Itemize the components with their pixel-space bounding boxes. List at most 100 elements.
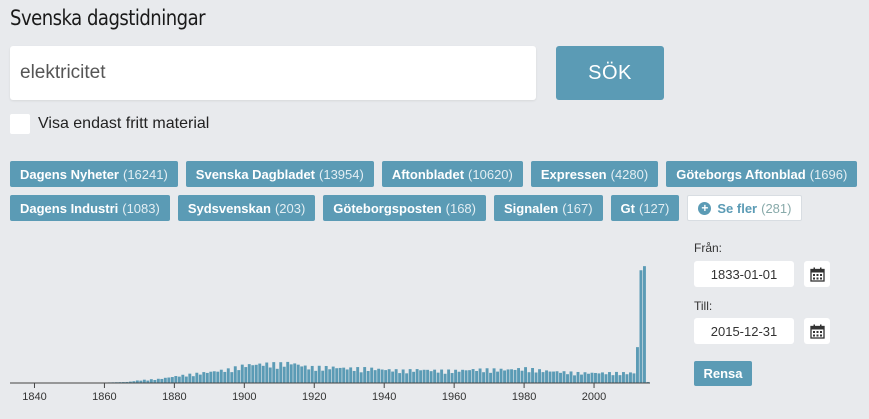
histogram-bar[interactable] [629, 372, 632, 383]
histogram-bar[interactable] [209, 371, 213, 383]
histogram-bar[interactable] [181, 374, 185, 383]
to-calendar-button[interactable] [804, 318, 830, 344]
histogram-bar[interactable] [226, 368, 230, 383]
histogram-bar[interactable] [548, 371, 552, 383]
histogram-bar[interactable] [440, 369, 444, 383]
histogram-bar[interactable] [475, 371, 479, 383]
histogram-bar[interactable] [419, 370, 423, 383]
histogram-bar[interactable] [342, 367, 346, 383]
histogram-bar[interactable] [569, 371, 573, 383]
histogram-bar[interactable] [366, 371, 370, 383]
histogram-bar[interactable] [139, 380, 143, 383]
histogram-bar[interactable] [457, 371, 461, 383]
histogram-bar[interactable] [499, 368, 503, 383]
histogram-bar[interactable] [415, 369, 419, 383]
histogram-bar[interactable] [534, 372, 538, 384]
newspaper-filter[interactable]: Göteborgs Aftonblad (1696) [666, 161, 858, 187]
histogram-bar[interactable] [212, 371, 216, 383]
histogram-bar[interactable] [307, 369, 311, 383]
histogram-bar[interactable] [328, 369, 332, 383]
histogram-bar[interactable] [265, 362, 269, 383]
histogram-bar[interactable] [573, 375, 576, 383]
histogram-bar[interactable] [174, 376, 178, 383]
histogram-bar[interactable] [384, 370, 388, 383]
newspaper-filter[interactable]: Expressen (4280) [530, 161, 659, 187]
histogram-bar[interactable] [128, 381, 132, 383]
newspaper-filter[interactable]: Dagens Nyheter (16241) [10, 161, 178, 187]
histogram-bar[interactable] [541, 372, 545, 383]
histogram-bar[interactable] [531, 368, 534, 383]
histogram-bar[interactable] [345, 369, 349, 383]
histogram-bar[interactable] [321, 370, 325, 383]
histogram-bar[interactable] [489, 372, 493, 383]
newspaper-filter[interactable]: Göteborgsposten (168) [323, 195, 486, 221]
histogram-bar[interactable] [538, 369, 541, 383]
search-button[interactable]: SÖK [556, 46, 664, 100]
from-date-input[interactable]: 1833-01-01 [694, 261, 794, 287]
histogram-bar[interactable] [622, 372, 625, 383]
histogram-bar[interactable] [205, 372, 209, 383]
histogram-bar[interactable] [216, 371, 220, 383]
histogram-bar[interactable] [338, 367, 342, 383]
newspaper-filter[interactable]: Svenska Dagbladet (13954) [185, 161, 374, 187]
histogram-bar[interactable] [447, 369, 451, 383]
histogram-bar[interactable] [324, 365, 328, 383]
newspaper-filter[interactable]: Dagens Industri (1083) [10, 195, 170, 221]
histogram-bar[interactable] [125, 381, 129, 383]
histogram-bar[interactable] [219, 369, 223, 383]
histogram-bar[interactable] [314, 370, 318, 383]
histogram-bar[interactable] [461, 369, 465, 383]
histogram-bar[interactable] [594, 372, 597, 383]
histogram-bar[interactable] [377, 368, 381, 383]
histogram-bar[interactable] [615, 371, 618, 383]
histogram-bar[interactable] [142, 379, 146, 383]
histogram-bar[interactable] [356, 367, 360, 383]
histogram-bar[interactable] [244, 367, 248, 383]
histogram-bar[interactable] [286, 361, 290, 383]
histogram-bar[interactable] [506, 369, 510, 383]
histogram-bar[interactable] [545, 370, 548, 383]
histogram-bar[interactable] [310, 365, 314, 383]
histogram-bar[interactable] [482, 372, 486, 383]
clear-dates-button[interactable]: Rensa [694, 361, 752, 386]
histogram-bar[interactable] [625, 374, 629, 383]
histogram-bar[interactable] [405, 373, 409, 383]
histogram-bar[interactable] [583, 372, 587, 383]
newspaper-filter[interactable]: Signalen (167) [494, 195, 603, 221]
histogram-bar[interactable] [646, 381, 650, 383]
histogram-bar[interactable] [352, 370, 356, 383]
histogram-bar[interactable] [146, 380, 150, 383]
histogram-bar[interactable] [335, 368, 339, 383]
free-material-filter[interactable]: Visa endast fritt material [10, 114, 209, 134]
histogram-bar[interactable] [513, 369, 517, 383]
histogram-bar[interactable] [611, 375, 615, 383]
histogram-bar[interactable] [303, 365, 307, 383]
histogram-bar[interactable] [240, 364, 244, 383]
histogram-bar[interactable] [387, 369, 391, 383]
histogram-bar[interactable] [282, 366, 286, 383]
histogram-bar[interactable] [188, 373, 192, 383]
histogram-bar[interactable] [643, 266, 646, 383]
histogram-bar[interactable] [363, 367, 367, 383]
histogram-bar[interactable] [401, 369, 405, 383]
newspaper-filter[interactable]: Aftonbladet (10620) [381, 161, 523, 187]
histogram-bar[interactable] [163, 377, 167, 383]
histogram-bar[interactable] [394, 369, 398, 383]
histogram-bar[interactable] [160, 378, 164, 383]
histogram-bar[interactable] [370, 367, 374, 383]
histogram-bar[interactable] [618, 375, 622, 383]
histogram-bar[interactable] [576, 371, 580, 383]
histogram-bar[interactable] [517, 368, 520, 383]
histogram-bar[interactable] [380, 369, 384, 383]
histogram-bar[interactable] [601, 372, 604, 383]
histogram-bar[interactable] [527, 372, 531, 383]
histogram-bar[interactable] [279, 362, 283, 383]
histogram-bar[interactable] [471, 369, 475, 383]
histogram-bar[interactable] [258, 363, 262, 383]
histogram-bar[interactable] [468, 370, 472, 383]
histogram-bar[interactable] [268, 367, 272, 383]
histogram-bar[interactable] [300, 366, 304, 383]
histogram-bar[interactable] [426, 369, 430, 383]
search-input[interactable]: elektricitet [10, 46, 536, 100]
histogram-bar[interactable] [177, 376, 181, 383]
